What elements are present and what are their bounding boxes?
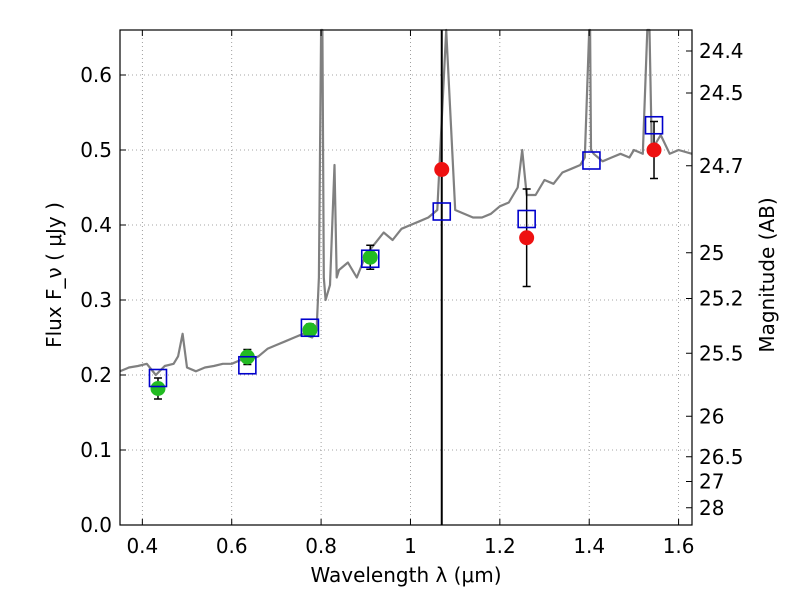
model-square bbox=[300, 318, 320, 338]
spectrum-line bbox=[119, 28, 693, 377]
y-axis-title: Flux F_ν ( μJy ) bbox=[42, 202, 66, 348]
model-square bbox=[148, 368, 168, 388]
y-tick-label: 0.6 bbox=[80, 63, 112, 87]
right-tick-label: 25 bbox=[699, 241, 724, 265]
model-square bbox=[582, 151, 601, 170]
red-data-point bbox=[434, 162, 450, 177]
right-tick-label: 26 bbox=[699, 404, 724, 428]
x-tick-label: 1 bbox=[404, 534, 417, 558]
model-square bbox=[517, 209, 536, 229]
right-tick-label: 25.2 bbox=[699, 287, 744, 311]
y-tick-label: 0.2 bbox=[80, 363, 112, 387]
right-tick-label: 24.5 bbox=[699, 81, 744, 105]
x-tick-label: 0.6 bbox=[216, 534, 248, 558]
green-data-point bbox=[362, 249, 378, 265]
red-data-point bbox=[646, 142, 662, 158]
x-tick-label: 1.4 bbox=[573, 534, 605, 558]
right-tick-label: 24.4 bbox=[699, 39, 744, 63]
green-data-point bbox=[150, 381, 166, 396]
right-tick-label: 25.5 bbox=[699, 341, 744, 365]
right-tick-label: 26.5 bbox=[699, 445, 744, 469]
y-tick-label: 0.1 bbox=[80, 438, 112, 462]
right-tick-label: 27 bbox=[699, 470, 724, 494]
spectrum-series bbox=[119, 28, 693, 377]
x-tick-label: 1.2 bbox=[484, 534, 516, 558]
model-square bbox=[360, 249, 380, 269]
right-tick-label: 24.7 bbox=[699, 154, 744, 178]
grid-lines bbox=[120, 30, 692, 526]
y-axis-title-right: Magnitude (AB) bbox=[755, 197, 779, 352]
x-tick-label: 0.4 bbox=[126, 534, 158, 558]
x-tick-label: 0.8 bbox=[305, 534, 337, 558]
model-squares bbox=[148, 115, 664, 388]
x-tick-label: 1.6 bbox=[663, 534, 695, 558]
x-axis-title: Wavelength λ (μm) bbox=[310, 563, 501, 587]
photometry-points bbox=[150, 142, 662, 396]
plot-frame bbox=[119, 29, 693, 526]
x-ticks: 0.4 0.6 0.8 1 1.2 1.4 1.6 bbox=[126, 30, 695, 558]
red-data-point bbox=[519, 230, 535, 246]
y-ticks: 0.0 0.1 0.2 0.3 0.4 0.5 0.6 bbox=[80, 63, 126, 537]
y-tick-label: 0.0 bbox=[80, 513, 112, 537]
model-square bbox=[644, 115, 664, 135]
y-tick-label: 0.3 bbox=[80, 288, 112, 312]
green-data-point bbox=[302, 322, 318, 338]
model-square bbox=[432, 202, 452, 221]
y-tick-label: 0.5 bbox=[80, 138, 112, 162]
y-tick-label: 0.4 bbox=[80, 213, 112, 237]
right-tick-label: 28 bbox=[699, 496, 724, 520]
model-square bbox=[238, 355, 257, 375]
